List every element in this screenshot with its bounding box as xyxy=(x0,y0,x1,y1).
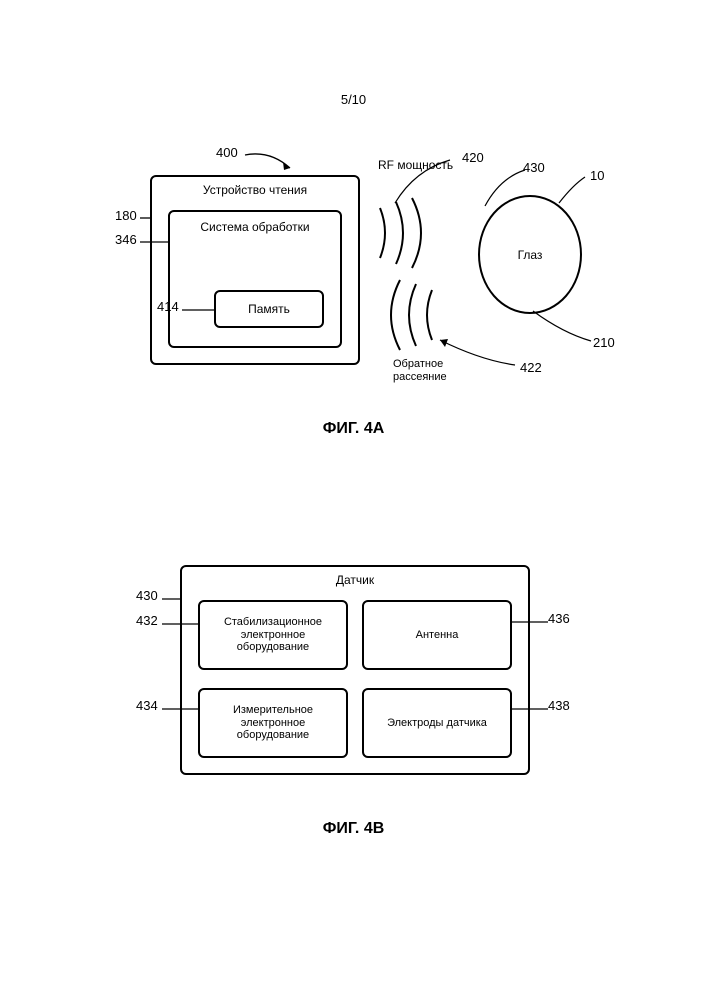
tick-430b xyxy=(162,595,182,603)
ref-210: 210 xyxy=(593,335,615,350)
memory-title: Память xyxy=(248,302,290,316)
measurement-box: Измерительное электронное оборудование xyxy=(198,688,348,758)
stabilization-box: Стабилизационное электронное оборудовани… xyxy=(198,600,348,670)
electrodes-label: Электроды датчика xyxy=(387,717,487,730)
antenna-box: Антенна xyxy=(362,600,512,670)
ref-430: 430 xyxy=(523,160,545,175)
tick-432 xyxy=(162,620,200,628)
measurement-label: Измерительное электронное оборудование xyxy=(233,704,313,742)
ref-10: 10 xyxy=(590,168,604,183)
tick-436 xyxy=(510,618,548,626)
memory-box: Память xyxy=(214,290,324,328)
ref-430b: 430 xyxy=(136,588,158,603)
ref-414: 414 xyxy=(157,299,179,314)
eye-label: Глаз xyxy=(518,248,543,262)
ref-420: 420 xyxy=(462,150,484,165)
fig-4a-caption: ФИГ. 4А xyxy=(0,420,707,438)
ref-434: 434 xyxy=(136,698,158,713)
ref-346: 346 xyxy=(115,232,137,247)
ref-438: 438 xyxy=(548,698,570,713)
page: 5/10 400 RF мощность 420 430 10 Устройст… xyxy=(0,0,707,1000)
leader-210 xyxy=(528,308,598,348)
sensor-title: Датчик xyxy=(182,573,528,587)
stabilization-label: Стабилизационное электронное оборудовани… xyxy=(224,616,322,654)
tick-434 xyxy=(162,705,200,713)
ref-180: 180 xyxy=(115,208,137,223)
antenna-label: Антенна xyxy=(416,629,459,642)
ref-422: 422 xyxy=(520,360,542,375)
ref-432: 432 xyxy=(136,613,158,628)
page-number: 5/10 xyxy=(0,92,707,107)
tick-414 xyxy=(182,306,216,314)
leader-422 xyxy=(430,335,520,375)
eye-shape: Глаз xyxy=(478,195,582,314)
tick-180 xyxy=(140,214,154,222)
leader-10 xyxy=(555,175,595,210)
reader-title: Устройство чтения xyxy=(152,183,358,197)
rf-waves-out xyxy=(372,198,462,268)
electrodes-box: Электроды датчика xyxy=(362,688,512,758)
ref-400: 400 xyxy=(216,145,238,160)
processing-title: Система обработки xyxy=(170,220,340,234)
fig-4b-caption: ФИГ. 4В xyxy=(0,820,707,838)
ref-436: 436 xyxy=(548,611,570,626)
tick-346 xyxy=(140,238,170,246)
tick-438 xyxy=(510,705,548,713)
